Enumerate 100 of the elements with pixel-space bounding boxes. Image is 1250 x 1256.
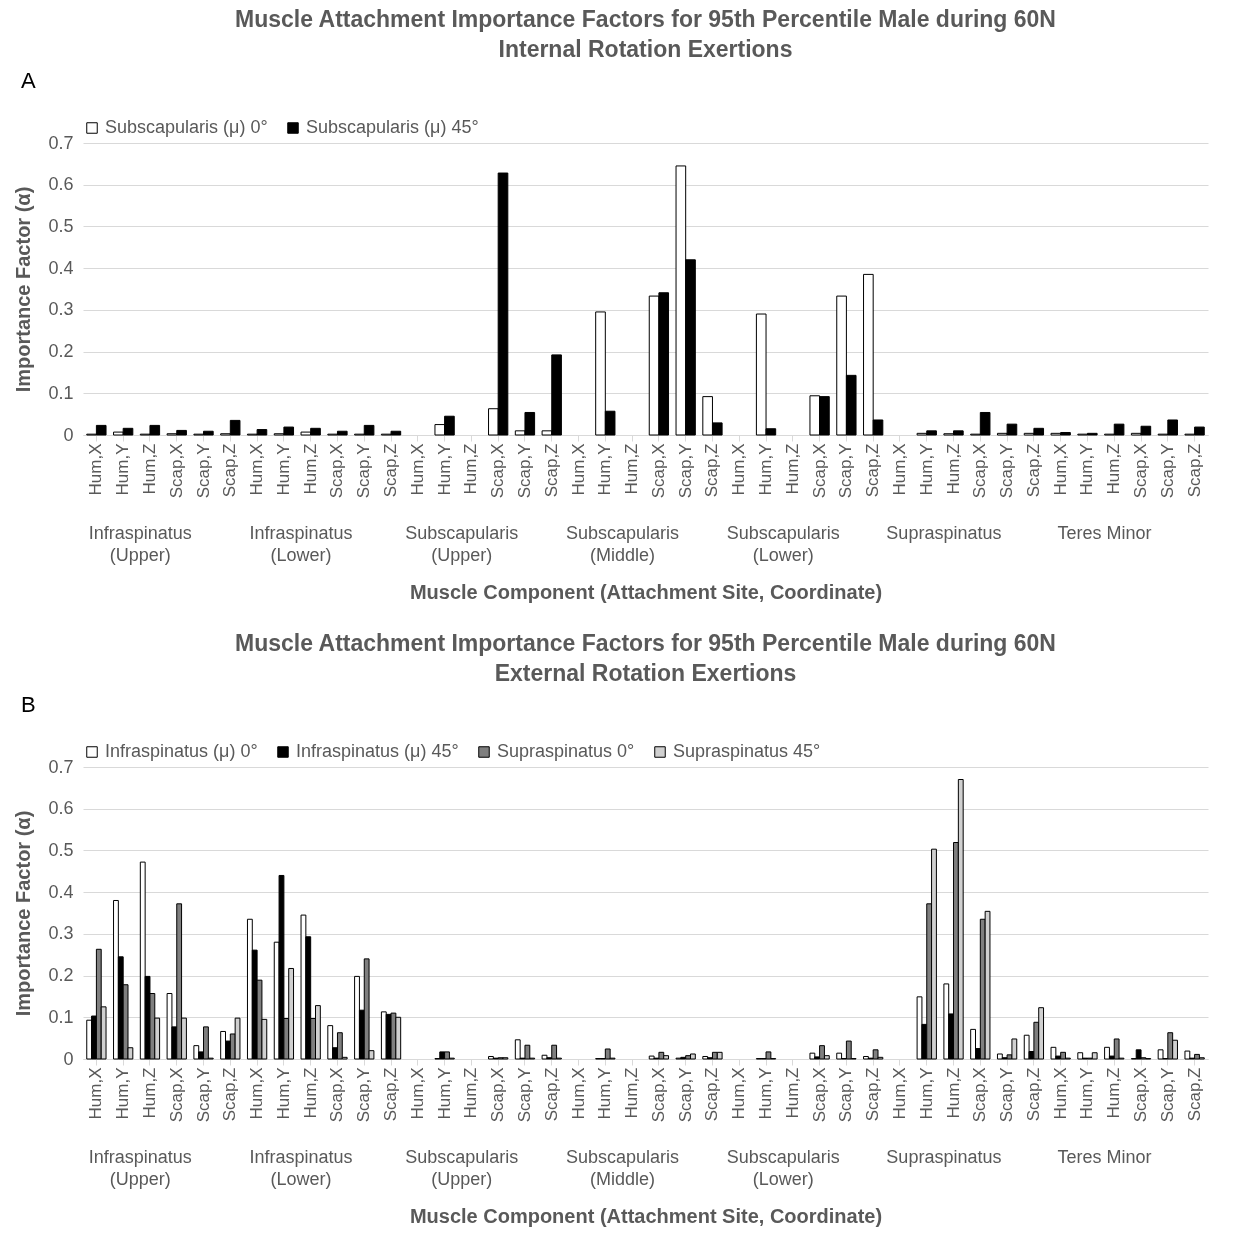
x-tick-label: Hum,Z xyxy=(300,443,320,495)
x-tick-label: Hum,X xyxy=(247,443,267,496)
y-axis-title: Importance Factor (α) xyxy=(12,810,35,1017)
x-tick-label: Scap,Z xyxy=(702,443,722,498)
y-tick-label: 0.4 xyxy=(48,881,74,902)
text: Teres Minor xyxy=(1057,523,1152,543)
y-tick-label: 0.3 xyxy=(48,299,74,320)
x-tick-label: Hum,X xyxy=(568,1067,588,1120)
bar xyxy=(1184,1050,1191,1060)
text: Teres Minor xyxy=(1057,1147,1152,1167)
y-tick-label: 0.1 xyxy=(48,1006,74,1027)
x-tick-label: Scap,Y xyxy=(514,1067,534,1123)
x-tick-label: Scap,Y xyxy=(675,1067,695,1123)
text: A xyxy=(21,68,36,93)
x-tick-label: Scap,Z xyxy=(1023,1067,1043,1122)
y-tick-label: 0.2 xyxy=(48,341,74,362)
x-tick-label: Scap,Y xyxy=(675,443,695,499)
x-tick-label: Scap,Z xyxy=(381,1067,401,1122)
y-tick-label: 0.5 xyxy=(48,839,74,860)
x-tick-label: Hum,Y xyxy=(113,1067,133,1120)
x-tick-label: Hum,Y xyxy=(595,443,615,496)
text: Infraspinatus (Lower) xyxy=(249,523,353,565)
x-tick-label: Hum,Z xyxy=(139,1067,159,1119)
x-tick-label: Scap,Y xyxy=(836,443,856,499)
x-tick-label: Hum,X xyxy=(1050,1067,1070,1120)
text: Subscapularis (Middle) xyxy=(565,1147,679,1189)
x-tick-label: Hum,Y xyxy=(434,1067,454,1120)
x-tick-label: Hum,Z xyxy=(300,1067,320,1119)
x-tick-label: Hum,X xyxy=(729,443,749,496)
x-tick-label: Hum,Z xyxy=(782,443,802,495)
x-tick-label: Hum,Y xyxy=(273,443,293,496)
x-tick-label: Hum,Y xyxy=(916,443,936,496)
y-tick-label: 0.3 xyxy=(48,923,74,944)
bar xyxy=(300,914,307,1060)
x-tick-label: Scap,Y xyxy=(836,1067,856,1123)
x-tick-label: Scap,Y xyxy=(1157,1067,1177,1123)
bar xyxy=(970,1028,976,1060)
x-tick-label: Scap,Z xyxy=(702,1067,722,1122)
x-tick-label: Hum,Z xyxy=(1104,1067,1124,1119)
x-tick-label: Hum,X xyxy=(889,443,909,496)
x-tick-label: Hum,X xyxy=(729,1067,749,1120)
x-tick-label: Scap,Y xyxy=(193,1067,213,1123)
bar xyxy=(648,1055,655,1060)
x-tick-label: Scap,Z xyxy=(1184,1067,1204,1122)
x-tick-label: Scap,X xyxy=(970,443,990,499)
x-tick-label: Hum,X xyxy=(568,443,588,496)
x-tick-label: Hum,Y xyxy=(756,443,776,496)
x-tick-label: Scap,X xyxy=(166,443,186,499)
x-tick-label: Hum,Y xyxy=(113,443,133,496)
y-tick-label: 0.5 xyxy=(48,215,74,236)
bar xyxy=(354,975,360,1060)
chart-title: Muscle Attachment Importance Factors for 95th Percentile Male during 60N External Rotation Exertions xyxy=(235,630,1056,686)
x-tick-label: Hum,Z xyxy=(782,1067,802,1119)
x-tick-label: Scap,Z xyxy=(1023,443,1043,498)
x-tick-label: Scap,X xyxy=(166,1067,186,1123)
x-tick-label: Scap,Y xyxy=(997,1067,1017,1123)
x-tick-label: Hum,Z xyxy=(139,443,159,495)
y-tick-label: 0.1 xyxy=(48,382,74,403)
y-tick-label: 0.7 xyxy=(48,132,74,153)
bar xyxy=(514,1039,521,1060)
x-tick-label: Hum,Z xyxy=(622,443,642,495)
x-tick-label: Scap,Z xyxy=(220,443,240,498)
text: Infraspinatus (Lower) xyxy=(249,1147,353,1189)
bar xyxy=(1023,1034,1030,1060)
bar xyxy=(278,874,285,1060)
text: Supraspinatus xyxy=(886,523,1002,543)
x-tick-label: Hum,Z xyxy=(622,1067,642,1119)
x-tick-label: Hum,X xyxy=(407,443,427,496)
x-tick-label: Scap,X xyxy=(488,1067,508,1123)
x-tick-label: Hum,X xyxy=(86,1067,106,1120)
text: Infraspinatus (Upper) xyxy=(88,1147,192,1189)
y-tick-label: 0.6 xyxy=(48,174,74,195)
bar xyxy=(836,1052,843,1060)
x-tick-label: Hum,Z xyxy=(1104,443,1124,495)
x-tick-label: Hum,Y xyxy=(434,443,454,496)
bar xyxy=(863,1056,869,1060)
text: Subscapularis (Lower) xyxy=(726,523,840,565)
x-tick-label: Hum,X xyxy=(247,1067,267,1120)
bar xyxy=(541,1054,548,1060)
x-tick-label: Scap,Y xyxy=(354,443,374,499)
x-tick-label: Hum,Z xyxy=(943,443,963,495)
chart-title: Muscle Attachment Importance Factors for 95th Percentile Male during 60N Internal Rotation Exertions xyxy=(235,6,1056,62)
x-tick-label: Hum,X xyxy=(407,1067,427,1120)
x-tick-label: Scap,Y xyxy=(514,443,534,499)
x-tick-label: Scap,X xyxy=(648,1067,668,1123)
x-tick-label: Scap,Z xyxy=(1184,443,1204,498)
text: Subscapularis (Lower) xyxy=(726,1147,840,1189)
x-tick-label: Hum,Y xyxy=(916,1067,936,1120)
y-tick-label: 0.7 xyxy=(48,756,74,777)
y-tick-label: 0.2 xyxy=(48,965,74,986)
x-tick-label: Scap,Z xyxy=(863,1067,883,1122)
bar xyxy=(1050,1046,1057,1060)
x-tick-label: Scap,Z xyxy=(541,443,561,498)
x-tick-label: Hum,Y xyxy=(1077,1067,1097,1120)
legend-label: Subscapularis (μ) 0° xyxy=(105,117,268,137)
x-tick-label: Hum,Y xyxy=(273,1067,293,1120)
x-tick-label: Hum,X xyxy=(889,1067,909,1120)
x-tick-label: Scap,Y xyxy=(1157,443,1177,499)
text: Subscapularis (Middle) xyxy=(565,523,679,565)
bar xyxy=(166,993,173,1060)
